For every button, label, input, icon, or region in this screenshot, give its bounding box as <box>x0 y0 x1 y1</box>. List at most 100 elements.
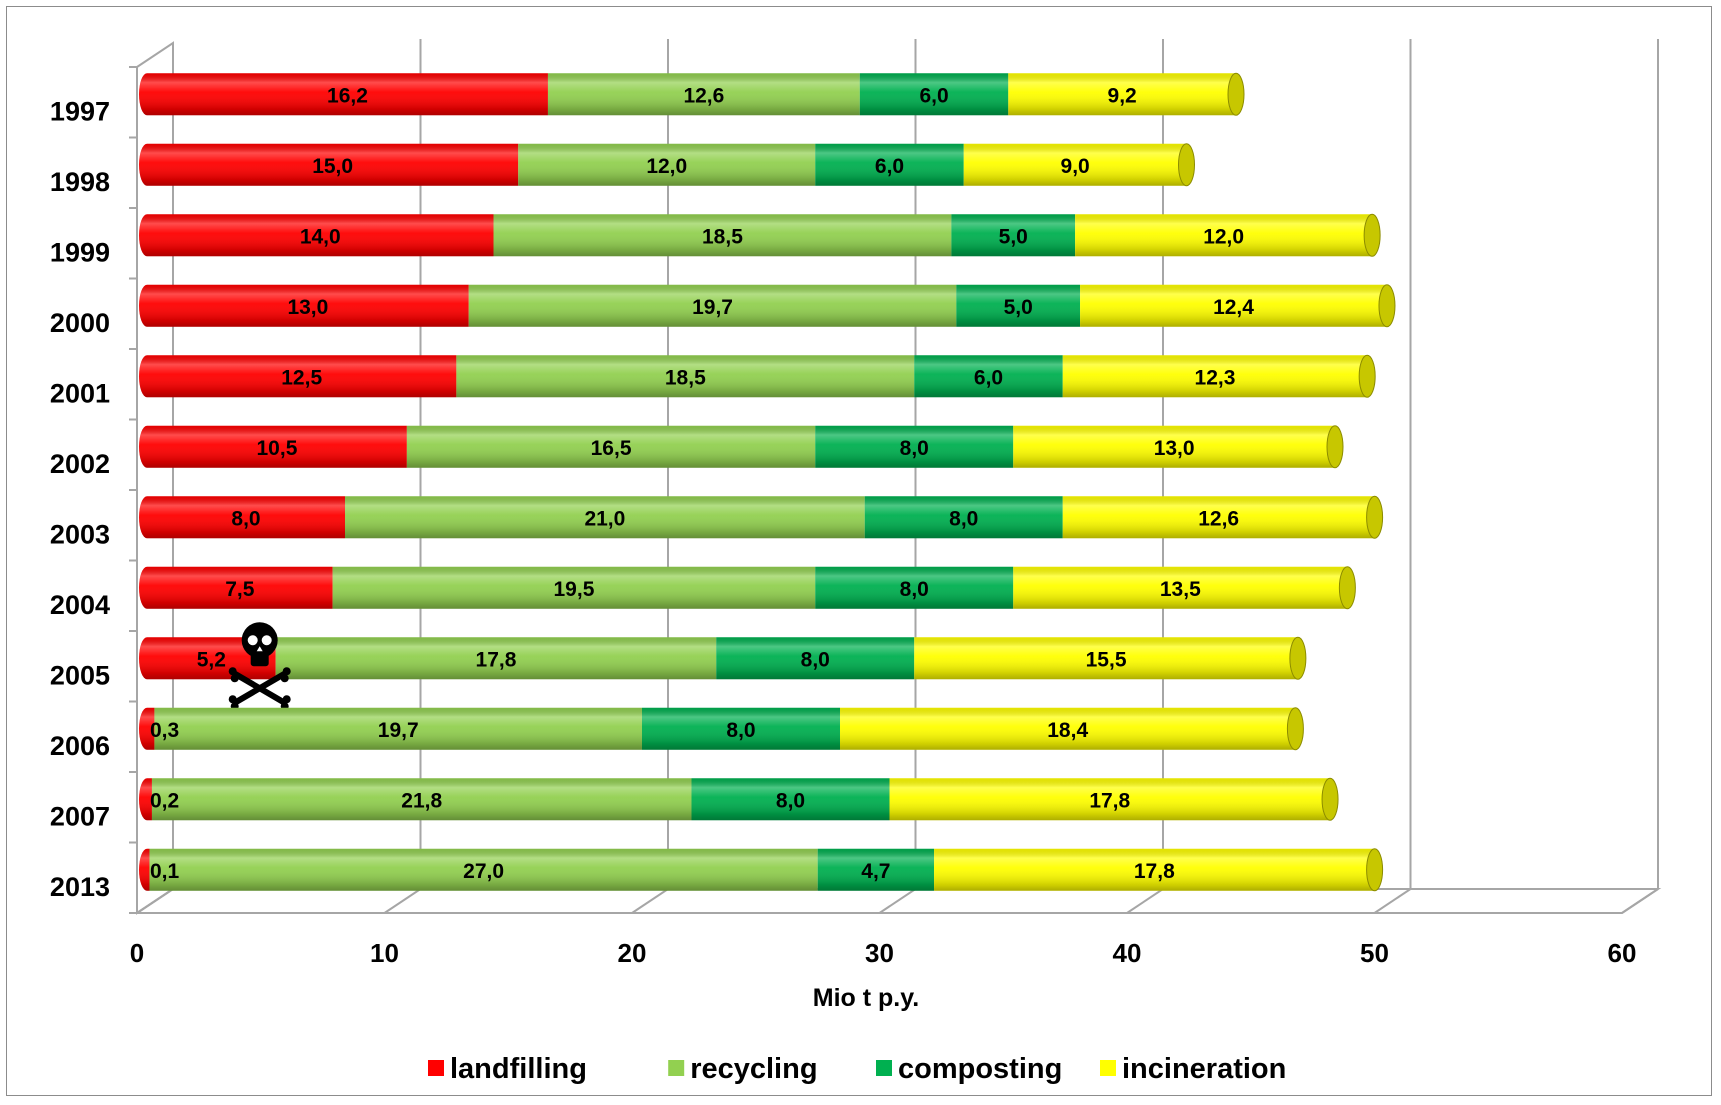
bar-segment-shade <box>1008 73 1236 116</box>
bar-segment-recycling <box>332 566 816 609</box>
bar-left-cap-shade <box>139 566 147 609</box>
category-label: 2003 <box>50 519 110 549</box>
bar-segment-recycling <box>493 214 952 257</box>
data-label-landfilling: 14,0 <box>300 225 341 248</box>
data-label-incineration: 12,6 <box>1198 507 1239 530</box>
bar-end-cap <box>1358 354 1376 398</box>
legend-label: composting <box>898 1053 1062 1085</box>
x-tick-label: 40 <box>1113 938 1142 968</box>
data-label-incineration: 12,3 <box>1195 366 1236 389</box>
bar-segment-landfilling <box>147 778 152 821</box>
bar-segment-shade <box>1013 425 1335 468</box>
bar-segment-landfilling <box>147 355 457 398</box>
legend-swatch <box>1100 1060 1116 1076</box>
data-label-composting: 8,0 <box>900 578 929 601</box>
bar-segment-shade <box>468 284 957 327</box>
floor-gridline <box>1621 888 1659 914</box>
x-tick-label: 50 <box>1360 938 1389 968</box>
bar-segment-recycling <box>345 496 865 539</box>
bar-end-cap <box>1289 636 1307 680</box>
bar-segment-incineration <box>1080 284 1387 327</box>
bar-segment-incineration <box>1062 496 1375 539</box>
data-label-landfilling: 7,5 <box>225 578 255 601</box>
bar-left-cap-shade <box>139 496 147 539</box>
bar-segment-landfilling <box>147 707 155 750</box>
bar-segment-shade <box>1075 214 1373 257</box>
data-label-incineration: 9,0 <box>1061 155 1090 178</box>
bar-segment-shade <box>889 778 1331 821</box>
data-label-recycling: 12,0 <box>646 155 687 178</box>
bar-segment-composting <box>691 778 890 821</box>
bar-segment-shade <box>147 566 333 609</box>
bar-end-cap <box>1326 425 1344 469</box>
bar-segment-composting <box>864 496 1063 539</box>
data-label-recycling: 19,7 <box>378 719 419 742</box>
bar-segment-composting <box>815 566 1014 609</box>
bar-end-cap <box>1366 495 1384 539</box>
data-label-landfilling: 0,3 <box>150 719 179 742</box>
data-label-recycling: 27,0 <box>463 860 504 883</box>
bar-segment-incineration <box>1013 566 1348 609</box>
bar-left-cap-shade <box>139 425 147 468</box>
bar-segment-shade <box>716 637 915 680</box>
bar-segment-incineration <box>840 707 1296 750</box>
bar-segment-composting <box>642 707 840 750</box>
legend-item-composting: composting <box>876 1053 1062 1085</box>
data-label-recycling: 17,8 <box>476 648 517 671</box>
bar-segment-shade <box>1013 566 1348 609</box>
bar-segment-shade <box>914 637 1298 680</box>
category-label: 2005 <box>50 660 110 690</box>
bar-segment-composting <box>914 355 1063 398</box>
data-label-composting: 8,0 <box>801 648 830 671</box>
data-label-composting: 5,0 <box>999 225 1028 248</box>
data-label-incineration: 13,5 <box>1160 578 1201 601</box>
bar-segment-shade <box>951 214 1076 257</box>
bar-segment-composting <box>815 143 964 186</box>
legend-item-recycling: recycling <box>668 1053 818 1085</box>
bar-segment-shade <box>518 143 816 186</box>
bar-segment-recycling <box>518 143 816 186</box>
bar-segment-landfilling <box>147 214 494 257</box>
bar-segment-landfilling <box>147 848 150 891</box>
bar-segment-shade <box>154 707 643 750</box>
bars: 16,2 12,6 6,0 9,2 15,0 12,0 6,0 9,0 14,0 18,5 5,0 1… <box>139 72 1396 892</box>
data-label-landfilling: 10,5 <box>257 437 298 460</box>
data-label-landfilling: 16,2 <box>327 84 368 107</box>
bar-segment-landfilling <box>147 425 407 468</box>
bar-segment-recycling <box>468 284 957 327</box>
bar-segment-shade <box>547 73 860 116</box>
bar-segment-composting <box>815 425 1014 468</box>
legend: landfilling recycling composting incinerati… <box>428 1053 1286 1085</box>
data-label-incineration: 13,0 <box>1154 437 1195 460</box>
bar-segment-shade <box>642 707 840 750</box>
bar-segment-shade <box>456 355 915 398</box>
bar-end-cap <box>1227 72 1245 116</box>
category-label: 1997 <box>50 96 110 126</box>
bar-segment-recycling <box>406 425 816 468</box>
floor-gridline <box>631 888 669 914</box>
bar-segment-shade <box>147 496 345 539</box>
data-label-recycling: 18,5 <box>702 225 743 248</box>
category-label: 2002 <box>50 449 110 479</box>
bar-segment-shade <box>956 284 1081 327</box>
bar-left-cap-shade <box>139 707 147 750</box>
x-tick-label: 60 <box>1608 938 1637 968</box>
data-label-landfilling: 5,2 <box>197 648 226 671</box>
bar-segment-landfilling <box>147 284 469 327</box>
data-label-landfilling: 15,0 <box>312 155 353 178</box>
data-label-landfilling: 0,1 <box>150 860 180 883</box>
bar-segment-recycling <box>151 778 692 821</box>
data-label-landfilling: 0,2 <box>150 789 179 812</box>
x-tick-label: 0 <box>130 938 144 968</box>
bar-left-cap-shade <box>139 778 147 821</box>
bar-segment-composting <box>817 848 935 891</box>
bar-segment-incineration <box>1075 214 1373 257</box>
bar-segment-shade <box>275 637 717 680</box>
data-label-landfilling: 12,5 <box>281 366 322 389</box>
data-label-composting: 8,0 <box>949 507 978 530</box>
legend-item-incineration: incineration <box>1100 1053 1286 1085</box>
data-label-recycling: 21,8 <box>401 789 442 812</box>
floor-gridline <box>136 888 174 914</box>
skull-crossbones-icon <box>228 622 291 711</box>
x-tick-label: 20 <box>618 938 647 968</box>
